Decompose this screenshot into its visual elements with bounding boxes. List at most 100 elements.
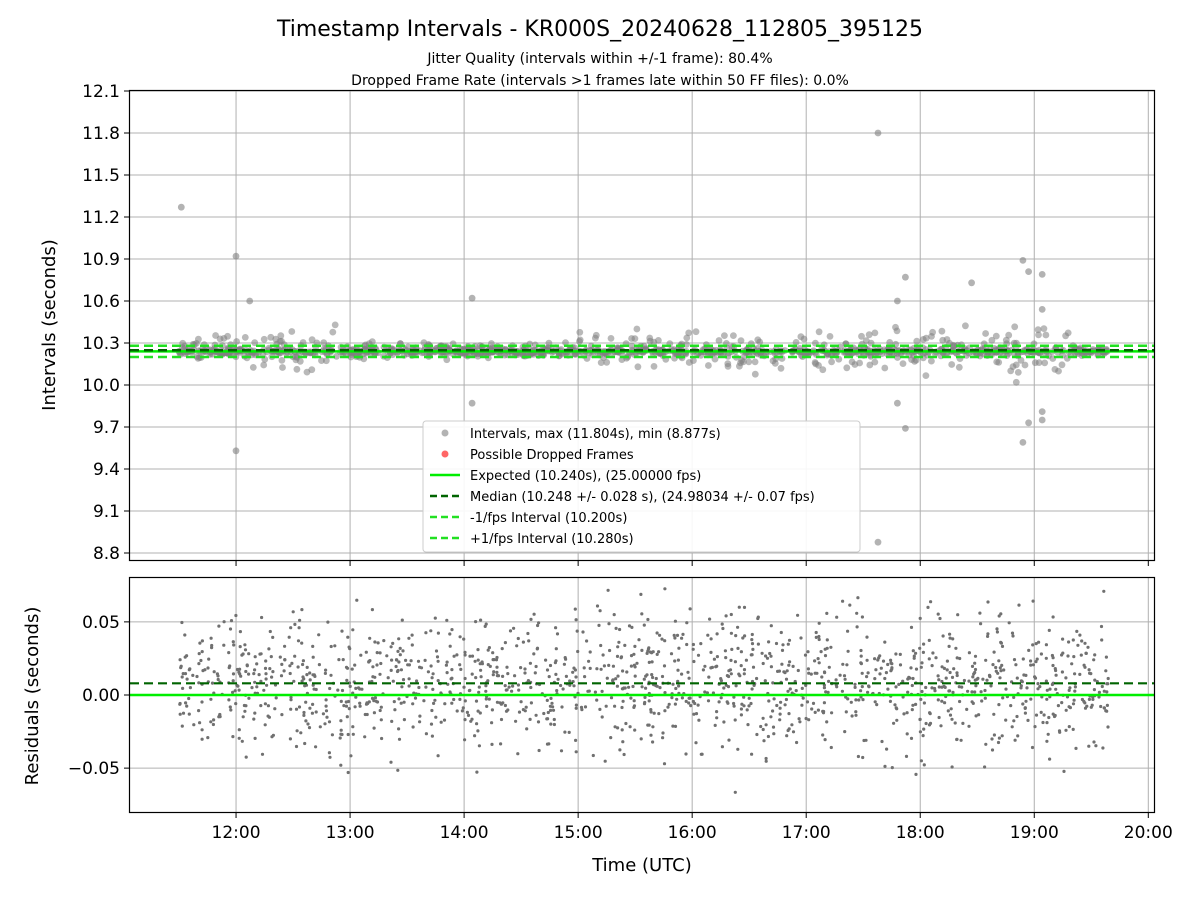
interval-point (488, 340, 495, 347)
residual-point (764, 723, 768, 727)
residual-point (1031, 643, 1035, 647)
residual-point (739, 664, 743, 668)
residual-point (528, 661, 533, 665)
residual-point (1041, 720, 1045, 725)
residual-point (995, 627, 999, 631)
residual-point (647, 699, 651, 703)
residual-point (263, 723, 267, 727)
residual-point (492, 658, 496, 662)
residual-point (373, 696, 377, 700)
residual-point (573, 607, 577, 611)
residual-point (722, 686, 726, 690)
residual-point (1075, 629, 1079, 634)
residual-point (396, 668, 400, 673)
residual-point (234, 702, 238, 706)
interval-point (1058, 361, 1066, 369)
residual-point (943, 685, 947, 690)
residual-point (1036, 687, 1040, 691)
residual-point (1021, 702, 1025, 706)
residual-point (823, 647, 827, 651)
residual-point (764, 759, 768, 763)
residual-point (706, 633, 710, 637)
residual-point (769, 624, 773, 628)
residual-point (816, 708, 821, 712)
residual-point (680, 696, 685, 700)
residual-point (857, 698, 861, 702)
residual-point (806, 650, 810, 654)
interval-point (603, 359, 611, 366)
interval-point (815, 328, 823, 336)
interval-point (232, 447, 240, 455)
residual-point (1013, 738, 1017, 742)
residual-point (407, 684, 411, 688)
residual-point (339, 728, 343, 732)
residual-point (675, 697, 679, 701)
interval-point (1014, 369, 1022, 376)
residual-point (337, 658, 341, 662)
interval-point (721, 332, 728, 339)
residual-point (354, 686, 358, 691)
residual-point (235, 683, 239, 688)
residual-point (667, 702, 671, 706)
residual-point (827, 679, 831, 684)
residual-point (375, 663, 379, 667)
residual-point (243, 643, 247, 647)
residual-point (804, 716, 808, 721)
residual-point (755, 732, 759, 737)
residual-point (609, 696, 614, 700)
residual-point (821, 733, 825, 737)
top-y-ticks: 8.8 9.1 9.4 9.7 10.0 10.3 10.6 10.9 11.2 11.5 11.8… (82, 82, 130, 564)
residual-point (216, 674, 220, 678)
residual-point (914, 651, 918, 655)
residual-point (1092, 740, 1096, 744)
residual-point (999, 669, 1003, 673)
residual-point (515, 644, 519, 648)
residual-point (786, 689, 790, 693)
residual-point (455, 709, 459, 713)
residual-point (734, 634, 738, 638)
residual-point (749, 701, 753, 706)
residual-point (1092, 688, 1096, 692)
residual-point (685, 642, 689, 647)
residual-point (185, 677, 189, 681)
residual-point (351, 628, 355, 632)
residual-point (328, 755, 332, 759)
residual-point (956, 613, 960, 617)
residual-point (658, 686, 662, 690)
residual-point (878, 672, 882, 676)
residual-point (1019, 684, 1023, 688)
residual-point (979, 622, 983, 626)
residual-point (237, 728, 241, 732)
residual-point (591, 753, 595, 758)
residual-point (346, 635, 350, 639)
residual-point (237, 688, 241, 692)
residual-point (463, 718, 467, 722)
residual-point (1016, 734, 1020, 738)
residual-point (289, 626, 293, 630)
residual-point (253, 711, 257, 715)
residual-point (462, 685, 466, 689)
residual-point (835, 615, 839, 619)
residual-point (603, 759, 607, 763)
interval-point (1021, 361, 1029, 369)
residual-point (1067, 705, 1071, 709)
residual-point (632, 699, 636, 703)
residual-point (1004, 687, 1008, 691)
interval-point (1012, 378, 1020, 386)
residual-point (621, 699, 625, 703)
residual-point (955, 673, 959, 678)
residual-point (856, 596, 860, 600)
residual-point (631, 684, 635, 689)
residual-point (884, 671, 889, 675)
residual-point (473, 734, 477, 738)
residual-point (941, 634, 945, 638)
residual-point (279, 674, 284, 678)
top-y-tick-label: 10.6 (82, 292, 120, 312)
residual-point (958, 656, 962, 661)
residual-point (301, 659, 305, 663)
residual-point (867, 684, 871, 688)
residual-point (737, 672, 741, 676)
residual-point (1060, 701, 1064, 705)
residual-point (293, 622, 297, 627)
residual-point (967, 679, 971, 683)
